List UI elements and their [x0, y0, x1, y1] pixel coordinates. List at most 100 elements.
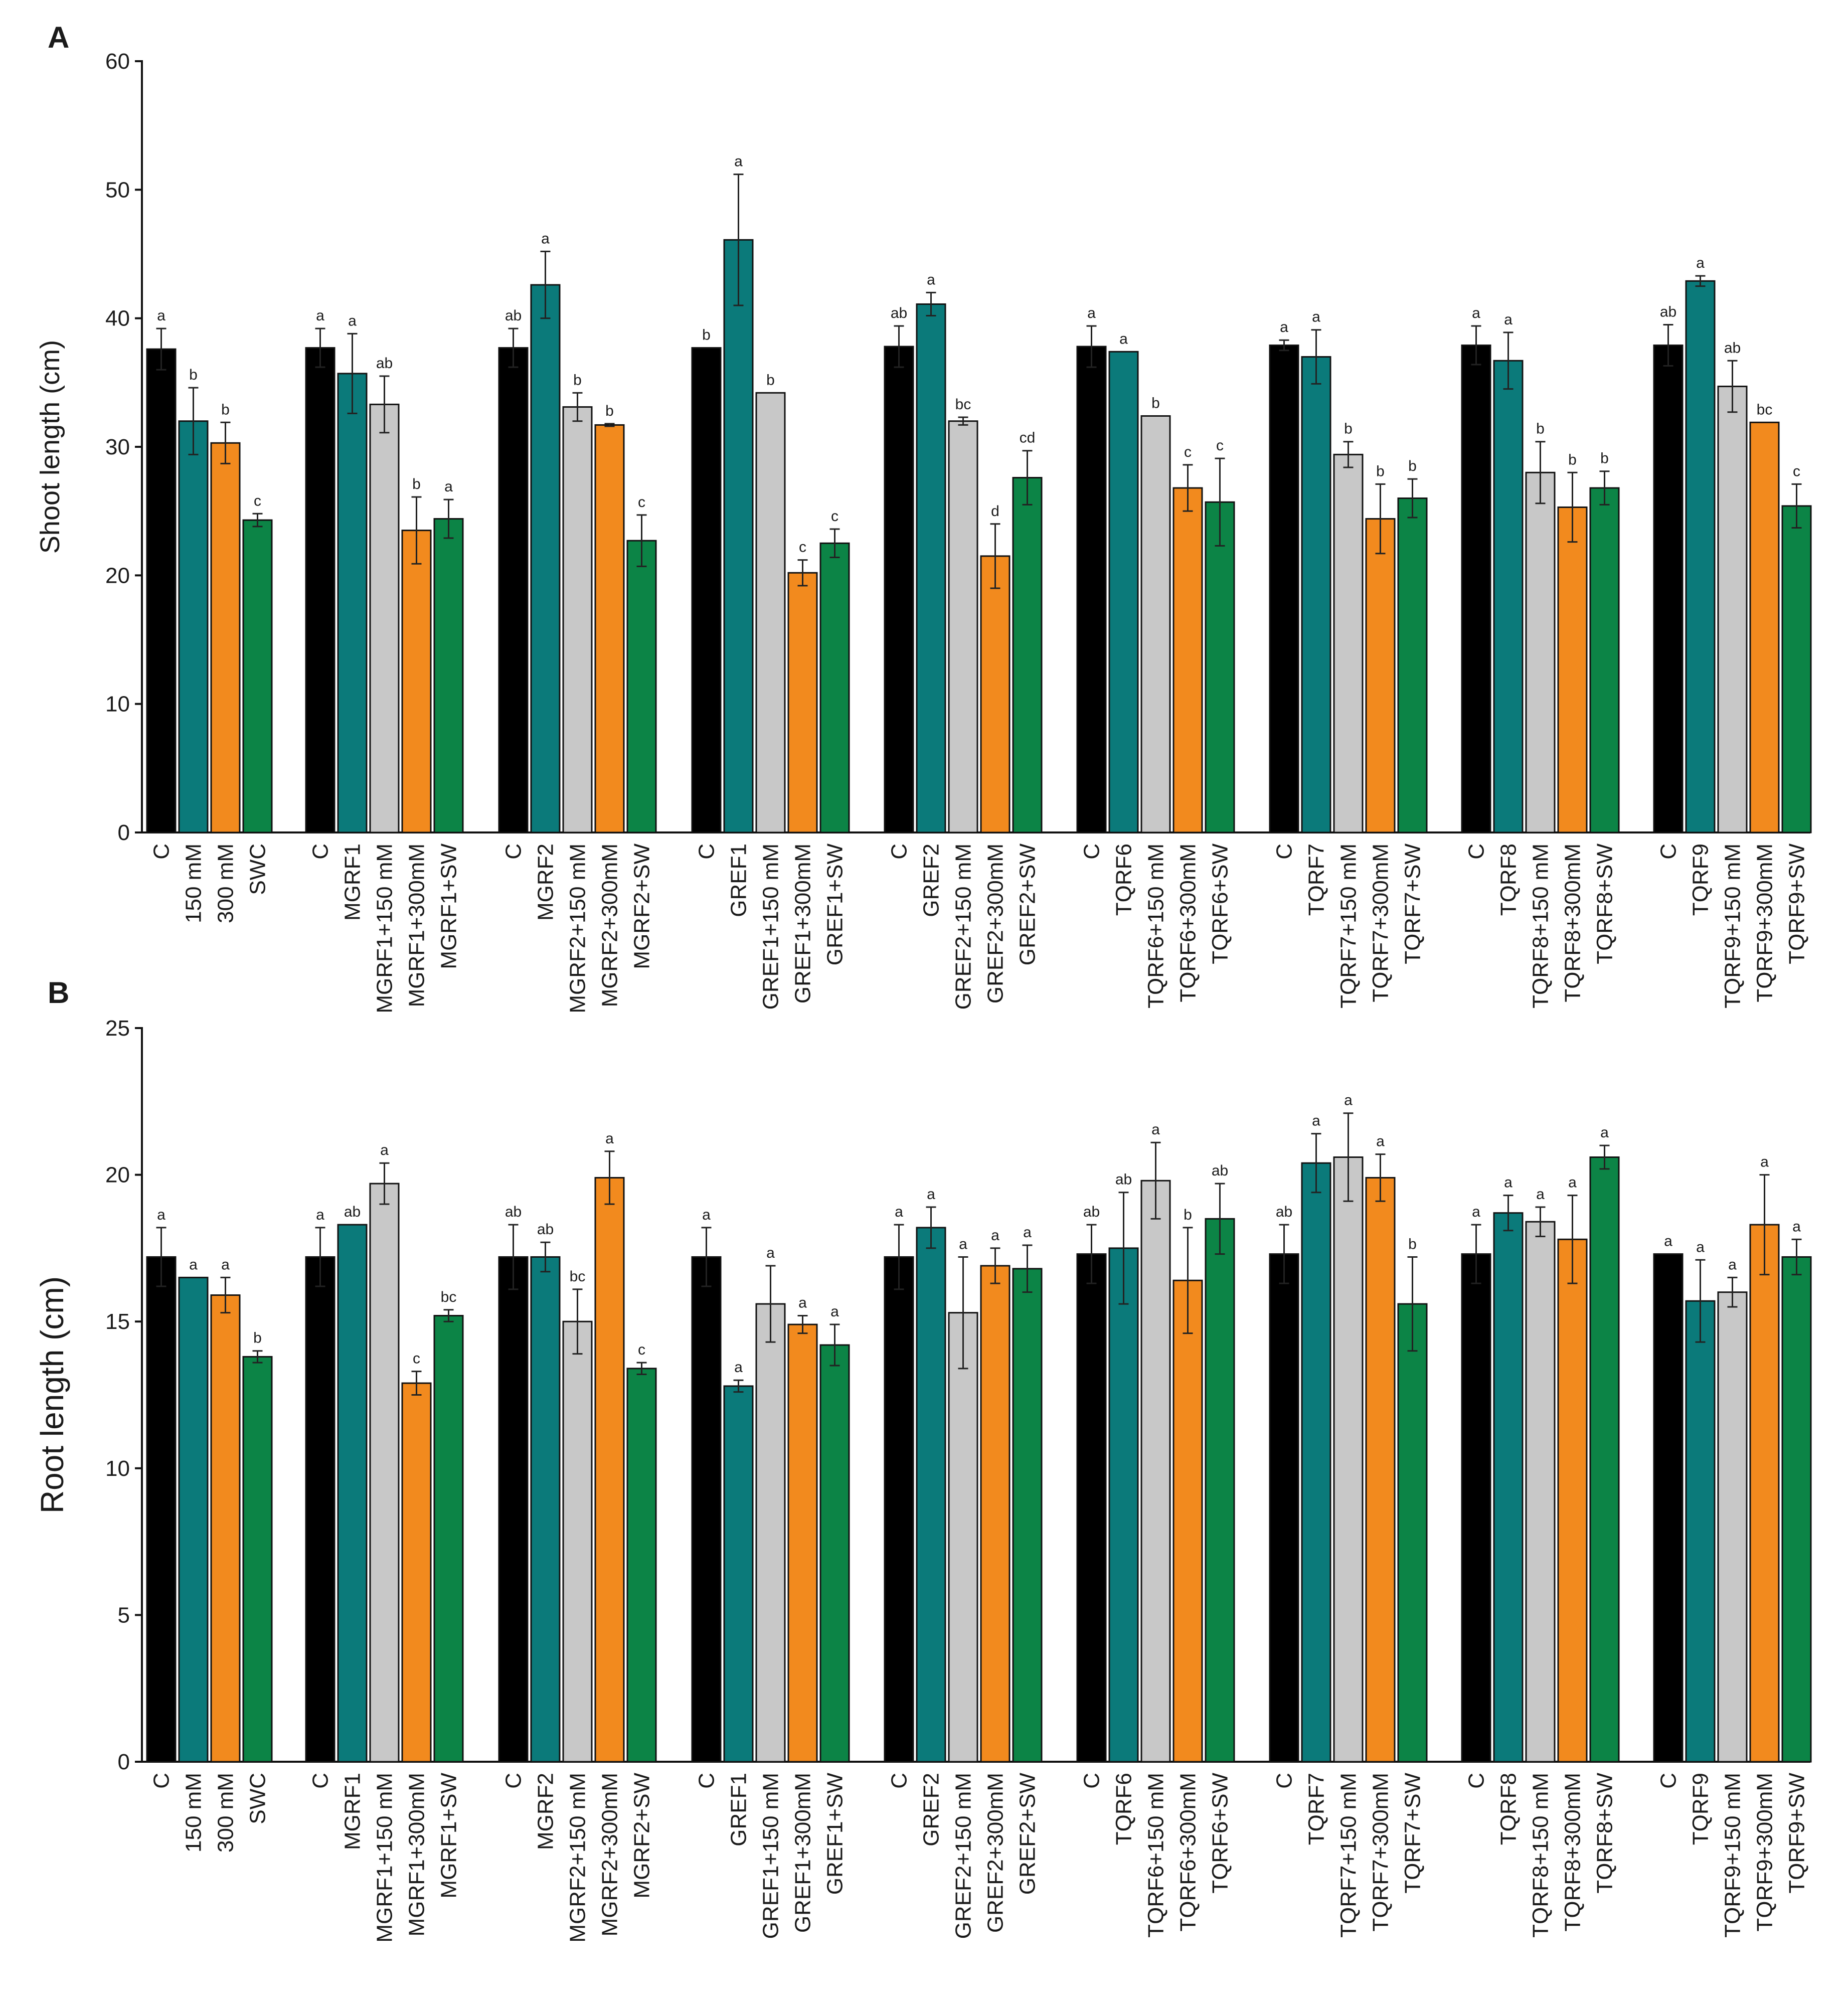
y-tick-label: 50	[105, 178, 130, 202]
significance-letter: a	[1312, 1113, 1320, 1129]
x-category-label: C	[308, 1773, 333, 1789]
x-category-label: C	[501, 1773, 526, 1789]
significance-letter: a	[1600, 1124, 1609, 1141]
y-tick-label: 30	[105, 435, 130, 459]
bar	[178, 420, 209, 833]
bar	[980, 1265, 1011, 1763]
bar	[1749, 1224, 1780, 1763]
x-category-label: GREF1	[727, 844, 751, 917]
x-category-label: C	[887, 1773, 912, 1789]
significance-letter: a	[157, 307, 165, 324]
x-category-label: 300 mM	[214, 1773, 238, 1853]
bar	[242, 519, 273, 833]
significance-letter: a	[541, 230, 550, 247]
x-category-label: TQRF9+SW	[1785, 844, 1809, 964]
x-category-label: TQRF7+300mM	[1369, 844, 1393, 1002]
bar	[1365, 1177, 1396, 1763]
x-category-label: TQRF7	[1304, 1773, 1329, 1845]
significance-letter: b	[1151, 395, 1160, 411]
y-tick-label: 60	[105, 49, 130, 74]
significance-letter: a	[1312, 309, 1320, 325]
significance-letter: a	[1344, 1092, 1353, 1109]
x-category-label: MGRF2	[534, 1773, 558, 1850]
x-category-label: TQRF9	[1689, 1773, 1713, 1845]
bar	[1525, 471, 1556, 833]
bar	[1012, 1268, 1043, 1763]
significance-letter: a	[189, 1256, 198, 1273]
x-category-label: TQRF6+150 mM	[1144, 1773, 1168, 1938]
significance-letter: cd	[1020, 430, 1036, 446]
bar	[755, 392, 786, 833]
bar	[1781, 505, 1812, 833]
x-category-label: C	[308, 844, 333, 860]
x-category-label: MGRF2+300mM	[598, 844, 622, 1007]
significance-letter: bc	[1757, 401, 1773, 418]
x-category-label: SWC	[246, 844, 270, 895]
significance-letter: a	[991, 1227, 999, 1244]
significance-letter: b	[1344, 421, 1353, 437]
significance-letter: a	[1696, 1239, 1705, 1255]
significance-letter: a	[927, 1186, 935, 1203]
bar	[1493, 360, 1524, 833]
x-category-label: MGRF1	[341, 1773, 365, 1850]
bar	[178, 1276, 209, 1763]
bar	[948, 420, 978, 833]
bar	[948, 1312, 978, 1763]
bar	[146, 1256, 177, 1763]
significance-letter: a	[1696, 255, 1705, 271]
bar	[755, 1303, 786, 1763]
significance-letter: a	[734, 153, 743, 170]
bar	[1012, 477, 1043, 833]
significance-letter: ab	[1660, 303, 1676, 320]
significance-letter: a	[702, 1207, 711, 1223]
x-category-label: TQRF6+SW	[1208, 844, 1233, 964]
bar	[884, 346, 914, 833]
bar	[1717, 1291, 1748, 1763]
x-category-label: C	[695, 1773, 719, 1789]
bar	[1269, 344, 1299, 833]
x-category-label: TQRF7	[1304, 844, 1329, 916]
x-category-label: TQRF8+150 mM	[1529, 1773, 1553, 1938]
x-category-label: C	[1656, 844, 1681, 860]
x-category-label: C	[149, 844, 174, 860]
bar	[1301, 1162, 1331, 1763]
x-category-label: C	[501, 844, 526, 860]
x-category-label: C	[1464, 844, 1489, 860]
significance-letter: b	[253, 1330, 262, 1347]
bar	[1685, 280, 1716, 833]
x-category-label: TQRF7+300mM	[1369, 1773, 1393, 1932]
y-tick-label: 10	[105, 692, 130, 717]
bar	[1781, 1256, 1812, 1763]
bar	[498, 347, 529, 833]
x-category-label: GREF2+SW	[1016, 1773, 1040, 1895]
bar	[691, 347, 722, 833]
x-category-label: C	[1464, 1773, 1489, 1789]
bar	[819, 542, 850, 833]
significance-letter: ab	[1724, 340, 1741, 356]
x-category-label: GREF2+SW	[1016, 844, 1040, 966]
significance-letter: c	[799, 539, 806, 556]
x-category-label: GREF1	[727, 1773, 751, 1846]
y-tick-label: 40	[105, 306, 130, 331]
significance-letter: ab	[1212, 1162, 1228, 1179]
bar	[337, 1224, 368, 1763]
x-category-label: C	[149, 1773, 174, 1789]
x-category-label: TQRF6	[1112, 1773, 1136, 1845]
bar	[916, 1227, 946, 1763]
x-category-label: TQRF6+300mM	[1176, 1773, 1201, 1932]
significance-letter: a	[766, 1245, 775, 1261]
x-category-label: C	[1080, 1773, 1104, 1789]
significance-letter: b	[605, 403, 614, 419]
x-category-label: TQRF8+150 mM	[1529, 844, 1553, 1009]
bar	[916, 303, 946, 833]
x-category-label: MGRF1+300mM	[405, 844, 429, 1007]
significance-letter: a	[1504, 1174, 1513, 1191]
bar	[1172, 487, 1203, 833]
bar	[1653, 1253, 1684, 1763]
bar	[1140, 415, 1171, 833]
x-category-label: SWC	[246, 1773, 270, 1824]
x-category-label: GREF1+SW	[823, 1773, 848, 1895]
x-category-label: MGRF2+150 mM	[566, 1773, 590, 1943]
bar	[1205, 1218, 1235, 1763]
